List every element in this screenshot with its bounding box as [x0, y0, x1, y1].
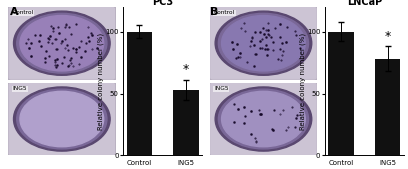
Text: *: *: [183, 63, 189, 76]
FancyBboxPatch shape: [9, 83, 114, 155]
Text: Control: Control: [13, 10, 33, 15]
Ellipse shape: [218, 89, 308, 149]
Text: A: A: [10, 7, 19, 17]
Ellipse shape: [13, 87, 110, 151]
Y-axis label: Relative colony number (%): Relative colony number (%): [98, 33, 104, 130]
Ellipse shape: [215, 87, 312, 151]
Text: *: *: [384, 30, 390, 43]
Text: B: B: [210, 7, 219, 17]
Title: LNCaP: LNCaP: [347, 0, 382, 7]
FancyBboxPatch shape: [211, 83, 316, 155]
Ellipse shape: [222, 16, 305, 71]
Ellipse shape: [215, 11, 312, 75]
Y-axis label: Relative colony number (%): Relative colony number (%): [299, 33, 306, 130]
Bar: [126, 32, 152, 155]
Text: ING5: ING5: [214, 86, 229, 91]
Bar: [173, 90, 199, 155]
FancyBboxPatch shape: [9, 7, 114, 79]
Title: PC3: PC3: [152, 0, 173, 7]
Ellipse shape: [17, 89, 107, 149]
Text: ING5: ING5: [13, 86, 27, 91]
Ellipse shape: [218, 13, 308, 73]
Ellipse shape: [222, 91, 305, 147]
Bar: [328, 32, 354, 155]
Ellipse shape: [20, 16, 104, 71]
Ellipse shape: [13, 11, 110, 75]
Text: Control: Control: [214, 10, 235, 15]
FancyBboxPatch shape: [211, 7, 316, 79]
Ellipse shape: [17, 13, 107, 73]
Ellipse shape: [20, 91, 104, 147]
Bar: [375, 59, 400, 155]
